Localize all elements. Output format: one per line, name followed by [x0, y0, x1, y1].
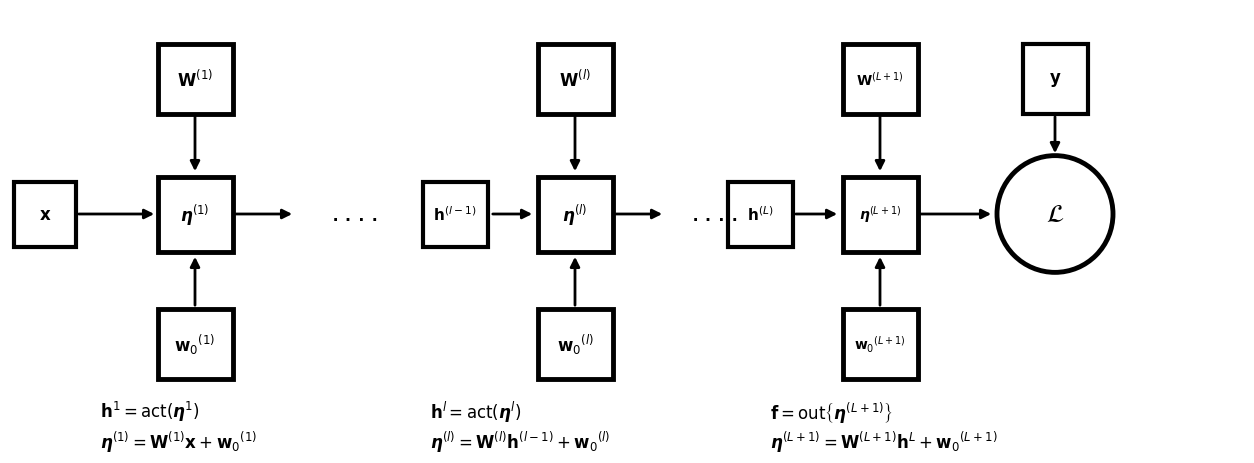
- Text: $\mathbf{W}^{(L+1)}$: $\mathbf{W}^{(L+1)}$: [856, 71, 904, 89]
- Text: $\mathbf{f} = \mathrm{out}\left\{\boldsymbol{\eta}^{(L+1)}\right\}$: $\mathbf{f} = \mathrm{out}\left\{\boldsy…: [770, 399, 893, 424]
- Bar: [538, 45, 612, 115]
- Text: $\mathbf{w}_0{}^{(1)}$: $\mathbf{w}_0{}^{(1)}$: [174, 332, 216, 357]
- Bar: [843, 309, 918, 379]
- Bar: [158, 177, 232, 252]
- Text: $\boldsymbol{\eta}^{(1)} = \mathbf{W}^{(1)}\mathbf{x} + \mathbf{w}_0{}^{(1)}$: $\boldsymbol{\eta}^{(1)} = \mathbf{W}^{(…: [100, 429, 257, 454]
- Text: $\mathcal{L}$: $\mathcal{L}$: [1046, 203, 1065, 226]
- Bar: [727, 182, 793, 247]
- Text: $\boldsymbol{\eta}^{(1)}$: $\boldsymbol{\eta}^{(1)}$: [181, 202, 209, 227]
- Text: $\mathbf{h}^{(l-1)}$: $\mathbf{h}^{(l-1)}$: [434, 205, 477, 224]
- Text: $\boldsymbol{\eta}^{(L+1)}$: $\boldsymbol{\eta}^{(L+1)}$: [859, 204, 902, 225]
- Text: $\mathbf{W}^{(l)}$: $\mathbf{W}^{(l)}$: [559, 69, 591, 90]
- Bar: [423, 182, 488, 247]
- Bar: [14, 182, 76, 247]
- Bar: [538, 309, 612, 379]
- Bar: [158, 45, 232, 115]
- Text: $\mathbf{w}_0{}^{(l)}$: $\mathbf{w}_0{}^{(l)}$: [557, 332, 593, 357]
- Bar: [1022, 45, 1087, 115]
- Text: ....: ....: [688, 205, 742, 225]
- Bar: [843, 45, 918, 115]
- Ellipse shape: [997, 156, 1114, 273]
- Bar: [843, 177, 918, 252]
- Text: $\mathbf{W}^{(1)}$: $\mathbf{W}^{(1)}$: [177, 69, 213, 90]
- Text: $\boldsymbol{\eta}^{(l)} = \mathbf{W}^{(l)}\mathbf{h}^{(l-1)} + \mathbf{w}_0{}^{: $\boldsymbol{\eta}^{(l)} = \mathbf{W}^{(…: [430, 429, 611, 454]
- Bar: [538, 177, 612, 252]
- Text: $\boldsymbol{\eta}^{(L+1)} = \mathbf{W}^{(L+1)}\mathbf{h}^L + \mathbf{w}_0{}^{(L: $\boldsymbol{\eta}^{(L+1)} = \mathbf{W}^…: [770, 429, 998, 454]
- Text: $\boldsymbol{\eta}^{(l)}$: $\boldsymbol{\eta}^{(l)}$: [562, 202, 588, 227]
- Text: $\mathbf{x}$: $\mathbf{x}$: [39, 206, 51, 224]
- Text: ....: ....: [329, 205, 381, 225]
- Text: $\mathbf{h}^1 = \mathrm{act}(\boldsymbol{\eta}^1)$: $\mathbf{h}^1 = \mathrm{act}(\boldsymbol…: [100, 399, 199, 423]
- Text: $\mathbf{w}_0{}^{(L+1)}$: $\mathbf{w}_0{}^{(L+1)}$: [854, 334, 905, 354]
- Text: $\mathbf{y}$: $\mathbf{y}$: [1048, 71, 1061, 89]
- Text: $\mathbf{h}^{(L)}$: $\mathbf{h}^{(L)}$: [747, 205, 774, 224]
- Text: $\mathbf{h}^l = \mathrm{act}(\boldsymbol{\eta}^l)$: $\mathbf{h}^l = \mathrm{act}(\boldsymbol…: [430, 399, 522, 424]
- Bar: [158, 309, 232, 379]
